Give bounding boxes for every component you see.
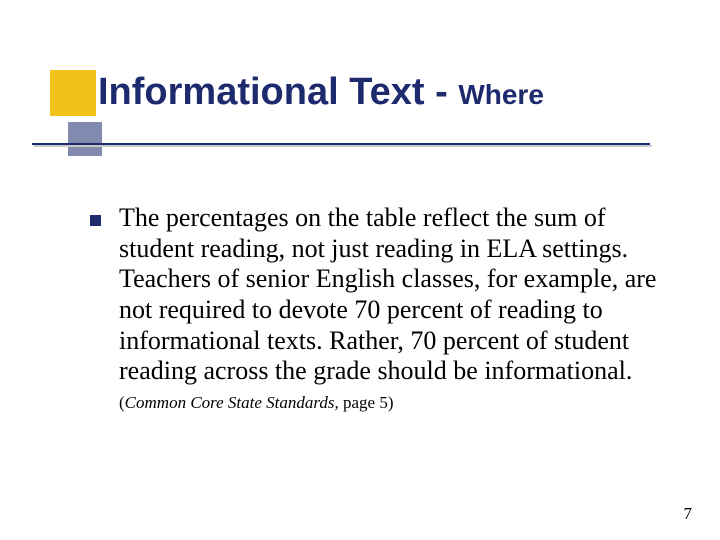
page-number: 7 [684,504,693,524]
title-underline [32,143,650,145]
citation-italic: Common Core State Standards, [125,393,339,412]
title-sub: Where [458,79,544,110]
body-region: The percentages on the table reflect the… [0,155,720,413]
citation-rest: page 5) [339,393,394,412]
title-region: Informational Text - Where [0,0,720,155]
citation: (Common Core State Standards, page 5) [119,393,660,413]
decoration-yellow-square [50,70,96,116]
decoration-navy-square [68,122,102,156]
title-underline-shadow [34,145,652,147]
bullet-item: The percentages on the table reflect the… [90,203,660,387]
slide-title: Informational Text - Where [98,72,720,114]
title-main: Informational Text [98,71,425,113]
title-separator: - [425,71,459,113]
bullet-square-icon [90,215,101,226]
body-text: The percentages on the table reflect the… [119,203,660,387]
